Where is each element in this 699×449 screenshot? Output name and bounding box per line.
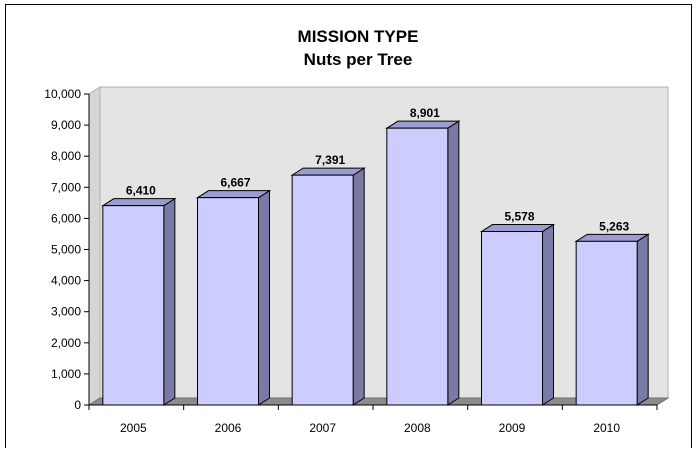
- y-tick-label: 8,000: [51, 149, 81, 163]
- x-tick-label: 2007: [309, 421, 336, 435]
- side-wall: [88, 86, 101, 406]
- bar-side-2007: [352, 167, 365, 406]
- bar-2010: [575, 240, 638, 406]
- y-tick-label: 5,000: [51, 243, 81, 257]
- chart-subtitle: Nuts per Tree: [304, 50, 413, 69]
- bar-2008: [386, 127, 449, 406]
- y-tick-label: 2,000: [51, 336, 81, 350]
- data-label-2010: 5,263: [599, 219, 629, 233]
- bar-2005: [102, 205, 165, 406]
- bar-side-2008: [447, 120, 460, 406]
- bar-top-2010: [574, 233, 650, 242]
- y-tick-label: 4,000: [51, 274, 81, 288]
- y-tick-label: 1,000: [51, 367, 81, 381]
- y-tick-label: 6,000: [51, 211, 81, 225]
- bar-side-2005: [163, 197, 176, 406]
- bar-side-2006: [258, 189, 270, 406]
- y-tick-label: 3,000: [51, 305, 81, 319]
- bar-top-2008: [385, 120, 461, 129]
- x-tick-label: 2010: [593, 421, 620, 435]
- x-tick-label: 2006: [215, 421, 242, 435]
- x-tick-label: 2009: [499, 421, 526, 435]
- bar-2009: [481, 231, 543, 406]
- data-label-2009: 5,578: [504, 210, 534, 224]
- bar-2007: [291, 174, 354, 406]
- data-label-2006: 6,667: [220, 176, 250, 190]
- axes-group: 0 1,000 2,000 3,000 4,000 5,000 6,000 7,000 8,00…: [44, 87, 658, 435]
- data-label-2007: 7,391: [315, 153, 345, 167]
- x-tick-label: 2005: [120, 421, 147, 435]
- bar-side-2010: [636, 233, 649, 406]
- bar-top-2006: [195, 190, 272, 199]
- y-tick-label: 10,000: [44, 87, 81, 101]
- bar-top-2009: [479, 224, 556, 233]
- chart-title: MISSION TYPE: [298, 27, 419, 46]
- y-tick-label: 9,000: [51, 118, 81, 132]
- data-label-2008: 8,901: [410, 106, 440, 120]
- bar-top-2005: [101, 198, 177, 207]
- y-tick-label: 0: [74, 398, 81, 412]
- bars-group: 6,410 6,667 7,391 8,901 5,578 5,263: [101, 106, 650, 406]
- x-tick-label: 2008: [404, 421, 431, 435]
- bar-side-2009: [542, 223, 554, 406]
- data-label-2005: 6,410: [126, 184, 156, 198]
- bar-top-2007: [290, 167, 366, 176]
- bar-2006: [197, 197, 259, 406]
- y-tick-label: 7,000: [51, 180, 81, 194]
